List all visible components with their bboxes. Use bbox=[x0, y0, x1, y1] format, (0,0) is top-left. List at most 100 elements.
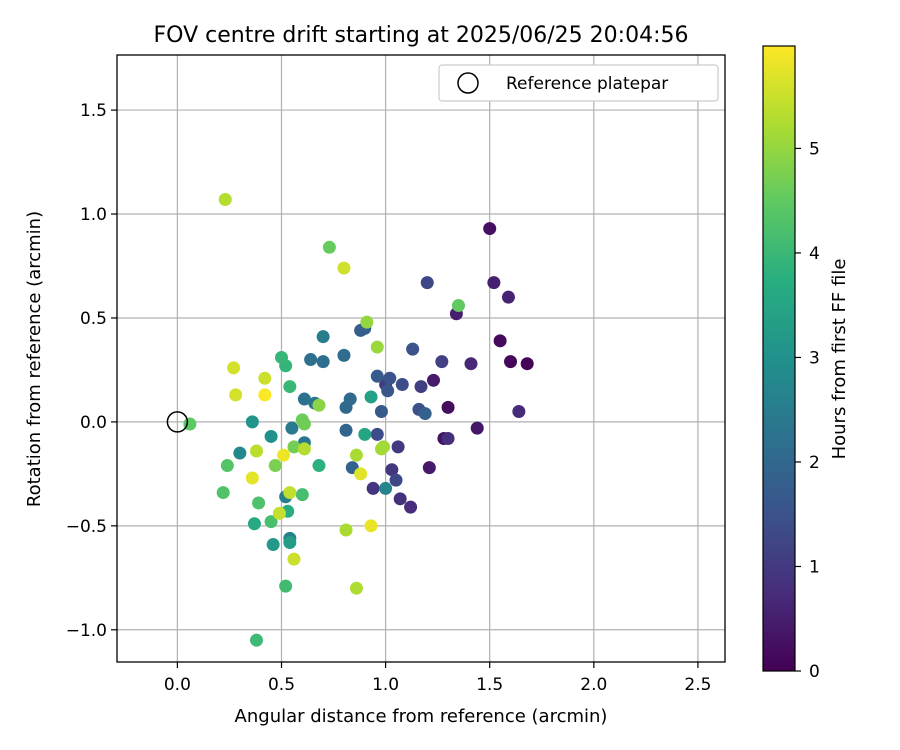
x-tick-label: 1.5 bbox=[476, 675, 503, 695]
x-tick-label: 0.0 bbox=[164, 675, 191, 695]
data-point bbox=[370, 369, 384, 383]
data-point bbox=[520, 357, 534, 371]
data-point bbox=[312, 459, 326, 473]
data-point bbox=[383, 371, 397, 385]
data-point bbox=[395, 377, 409, 391]
data-point bbox=[312, 398, 326, 412]
data-point bbox=[233, 446, 247, 460]
data-point bbox=[379, 481, 393, 495]
data-point bbox=[297, 417, 311, 431]
data-point bbox=[287, 552, 301, 566]
data-point bbox=[389, 473, 403, 487]
legend: Reference platepar bbox=[438, 64, 719, 102]
colorbar-ticks: 0 1 2 3 4 5 bbox=[795, 139, 820, 682]
data-point bbox=[250, 633, 264, 647]
colorbar-tick-label: 5 bbox=[809, 139, 820, 159]
data-point bbox=[406, 342, 420, 356]
data-point bbox=[364, 519, 378, 533]
y-tick-label: −0.5 bbox=[66, 517, 107, 537]
y-tick-label: 1.0 bbox=[80, 205, 107, 225]
data-point bbox=[414, 380, 428, 394]
data-point bbox=[227, 361, 241, 375]
colorbar-label: Hours from first FF file bbox=[829, 259, 850, 460]
reference-marker-layer bbox=[166, 411, 189, 433]
data-point bbox=[339, 423, 353, 437]
reference-marker bbox=[166, 411, 189, 433]
data-point bbox=[464, 357, 478, 371]
data-point bbox=[374, 442, 388, 456]
data-point bbox=[441, 400, 455, 414]
data-point bbox=[283, 380, 297, 394]
y-tick-label: −1.0 bbox=[66, 621, 107, 641]
data-point bbox=[258, 388, 272, 402]
data-point bbox=[493, 334, 507, 348]
data-point bbox=[337, 348, 351, 362]
data-point bbox=[283, 535, 297, 549]
data-point bbox=[304, 353, 318, 367]
x-tick-label: 2.5 bbox=[684, 675, 711, 695]
data-point bbox=[218, 192, 232, 206]
data-point bbox=[272, 506, 286, 520]
data-point bbox=[216, 486, 230, 500]
x-ticks: 0.0 0.5 1.0 1.5 2.0 2.5 bbox=[164, 662, 711, 695]
data-point bbox=[220, 459, 234, 473]
y-axis-label: Rotation from reference (arcmin) bbox=[24, 211, 45, 507]
colorbar-tick-label: 1 bbox=[809, 557, 820, 577]
data-point bbox=[435, 355, 449, 369]
data-point bbox=[393, 492, 407, 506]
data-point bbox=[391, 440, 405, 454]
colorbar: 0 1 2 3 4 5 Hours from first FF file bbox=[762, 45, 850, 682]
data-point bbox=[370, 340, 384, 354]
data-point bbox=[381, 384, 395, 398]
data-point bbox=[366, 481, 380, 495]
y-tick-label: 1.5 bbox=[80, 101, 107, 121]
y-tick-label: 0.0 bbox=[80, 413, 107, 433]
data-point bbox=[354, 467, 368, 481]
data-point bbox=[418, 407, 432, 421]
y-tick-label: 0.5 bbox=[80, 309, 107, 329]
data-point bbox=[501, 290, 515, 304]
data-point bbox=[283, 486, 297, 500]
data-point bbox=[295, 488, 309, 502]
colorbar-gradient bbox=[762, 45, 796, 672]
data-point bbox=[360, 315, 374, 329]
legend-label: Reference platepar bbox=[506, 74, 668, 94]
data-point bbox=[370, 427, 384, 441]
colorbar-tick-label: 0 bbox=[809, 662, 820, 682]
data-point bbox=[250, 444, 264, 458]
data-point bbox=[245, 471, 259, 485]
data-point bbox=[279, 579, 293, 593]
data-point bbox=[364, 390, 378, 404]
data-point bbox=[470, 421, 484, 435]
data-point bbox=[512, 405, 526, 419]
data-point bbox=[229, 388, 243, 402]
data-point bbox=[264, 515, 278, 529]
data-point bbox=[504, 355, 518, 369]
data-point bbox=[426, 373, 440, 387]
data-point bbox=[422, 461, 436, 475]
legend-box bbox=[438, 64, 719, 102]
data-point bbox=[277, 448, 291, 462]
data-point bbox=[337, 261, 351, 275]
data-point bbox=[374, 405, 388, 419]
data-point bbox=[274, 350, 288, 364]
plot-frame bbox=[116, 54, 726, 663]
data-point bbox=[247, 517, 261, 531]
data-point bbox=[266, 538, 280, 552]
data-point bbox=[441, 432, 455, 446]
y-ticks: −1.0 −0.5 0.0 0.5 1.0 1.5 bbox=[66, 101, 117, 641]
data-point bbox=[483, 222, 497, 236]
data-point bbox=[252, 496, 266, 510]
colorbar-tick-label: 3 bbox=[809, 348, 820, 368]
grid bbox=[117, 55, 725, 662]
x-axis-label: Angular distance from reference (arcmin) bbox=[235, 706, 608, 727]
data-point bbox=[316, 330, 330, 344]
data-point bbox=[268, 459, 282, 473]
data-point bbox=[245, 415, 259, 429]
data-point bbox=[420, 276, 434, 290]
data-point bbox=[487, 276, 501, 290]
colorbar-tick-label: 2 bbox=[809, 453, 820, 473]
x-tick-label: 2.0 bbox=[580, 675, 607, 695]
data-point bbox=[316, 355, 330, 369]
